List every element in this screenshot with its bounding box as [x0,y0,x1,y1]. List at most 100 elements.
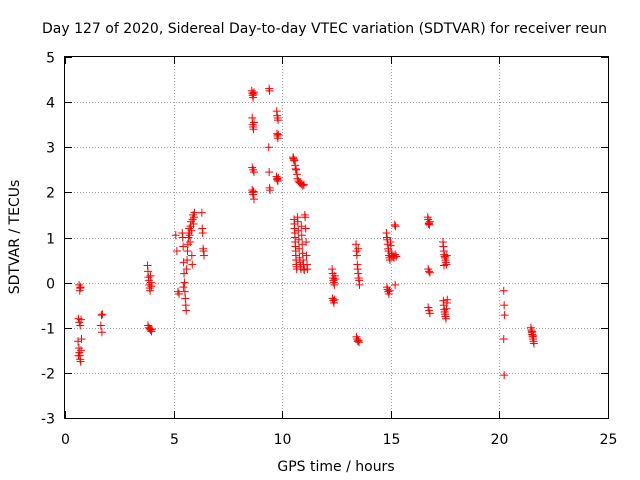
data-point [441,314,450,323]
x-axis-tick-labels: 0 5 10 15 20 25 [61,432,617,448]
y-tick-label: -2 [41,367,55,383]
data-point [77,315,86,324]
data-point [249,168,258,177]
data-point [171,231,180,240]
data-point [299,180,308,189]
data-point [74,351,83,360]
data-point [443,295,452,304]
grid-lines [65,57,608,418]
data-point [181,294,190,303]
data-point [187,226,196,235]
data-point [500,371,509,380]
data-point [198,228,207,237]
data-point [295,244,304,253]
data-point [265,86,274,95]
data-point [425,268,434,277]
data-point [424,265,433,274]
data-point [294,226,303,235]
data-point [96,321,105,330]
data-point [425,267,434,276]
data-point [97,311,106,320]
data-point [297,222,306,231]
data-point [248,113,257,122]
plot-frame [64,56,609,419]
y-tick-label: 0 [46,277,55,293]
data-point [179,283,188,292]
x-tick-label: 20 [491,432,509,448]
data-point [190,208,199,217]
data-point [248,163,257,172]
data-point [146,286,155,295]
data-point [98,310,107,319]
data-point [529,331,538,340]
data-point [189,219,198,228]
data-point [331,275,340,284]
data-point [180,287,189,296]
data-point [200,251,209,260]
data-point [173,287,182,296]
data-point [354,244,363,253]
x-tick-label: 25 [600,432,618,448]
data-point [180,278,189,287]
data-point [77,335,86,344]
y-tick-label: -3 [41,412,55,428]
data-point [330,295,339,304]
data-point [303,265,312,274]
data-point [197,208,206,217]
data-point [425,217,434,226]
y-tick-label: 4 [46,96,55,112]
data-point [329,296,338,305]
data-point [302,251,311,260]
data-point [353,337,362,346]
data-point [76,321,85,330]
chart-title: Day 127 of 2020, Sidereal Day-to-day VTE… [42,21,607,37]
data-point [274,173,283,182]
data-point [77,346,86,355]
data-point [75,286,84,295]
data-point [293,217,302,226]
x-tick-label: 15 [383,432,401,448]
data-point [442,251,451,260]
data-point [74,337,83,346]
data-point [182,306,191,315]
y-axis-label: SDTVAR / TECUs [7,180,23,295]
data-point [185,231,194,240]
data-point [274,130,283,139]
data-points [74,84,538,380]
data-point [147,282,156,291]
data-point [266,186,275,195]
data-point [499,286,508,295]
data-point [354,336,363,345]
data-point [179,242,188,251]
data-point [172,247,181,256]
data-point [355,280,364,289]
y-tick-label: 1 [46,232,55,248]
data-point [301,224,310,233]
data-point [294,235,303,244]
y-tick-label: 3 [46,141,55,157]
data-point [290,156,299,165]
data-point [188,260,197,269]
data-point [440,261,449,270]
data-point [500,311,509,320]
x-tick-label: 5 [170,432,179,448]
data-point [425,309,434,318]
data-point [249,88,258,97]
data-point [383,285,392,294]
data-point [292,165,301,174]
data-point [187,251,196,260]
data-point [175,289,184,298]
data-point [390,220,399,229]
data-point [391,280,400,289]
data-point [146,271,155,280]
data-point [249,187,258,196]
data-point [391,250,400,259]
x-tick-label: 0 [61,432,70,448]
data-point [499,335,508,344]
data-point [391,222,400,231]
data-point [392,252,401,261]
data-point [274,116,283,125]
data-point [297,231,306,240]
data-point [264,143,273,152]
